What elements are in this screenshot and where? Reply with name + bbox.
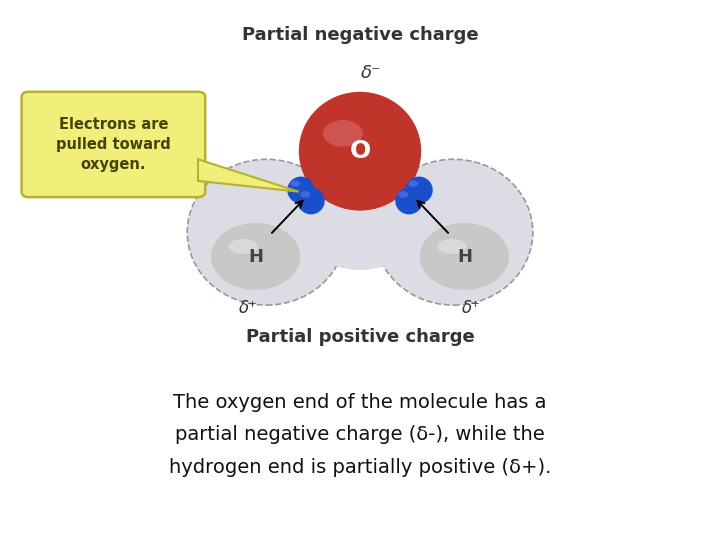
Text: The oxygen end of the molecule has a: The oxygen end of the molecule has a — [174, 393, 546, 412]
Ellipse shape — [437, 239, 467, 254]
Text: O: O — [349, 139, 371, 163]
Text: Partial negative charge: Partial negative charge — [242, 26, 478, 44]
Text: Partial positive charge: Partial positive charge — [246, 328, 474, 347]
FancyBboxPatch shape — [22, 92, 205, 197]
Ellipse shape — [299, 92, 421, 211]
Text: hydrogen end is partially positive (δ+).: hydrogen end is partially positive (δ+). — [168, 457, 552, 477]
Ellipse shape — [297, 187, 325, 214]
Ellipse shape — [323, 120, 363, 147]
Ellipse shape — [187, 159, 346, 305]
Ellipse shape — [228, 239, 258, 254]
Ellipse shape — [408, 180, 418, 187]
Ellipse shape — [395, 187, 423, 214]
Text: Electrons are
pulled toward
oxygen.: Electrons are pulled toward oxygen. — [56, 117, 171, 172]
Ellipse shape — [290, 180, 300, 187]
Ellipse shape — [295, 162, 425, 270]
Ellipse shape — [420, 223, 509, 290]
Text: δ⁻: δ⁻ — [361, 64, 381, 82]
Text: H: H — [248, 247, 263, 266]
Ellipse shape — [374, 159, 533, 305]
Ellipse shape — [211, 223, 300, 290]
Text: partial negative charge (δ-), while the: partial negative charge (δ-), while the — [175, 425, 545, 444]
Text: δ⁺: δ⁺ — [239, 299, 258, 317]
Ellipse shape — [398, 191, 408, 198]
Ellipse shape — [300, 191, 310, 198]
Ellipse shape — [405, 177, 433, 204]
Text: δ⁺: δ⁺ — [462, 299, 481, 317]
Ellipse shape — [287, 177, 315, 204]
Text: H: H — [457, 247, 472, 266]
Polygon shape — [198, 159, 299, 192]
